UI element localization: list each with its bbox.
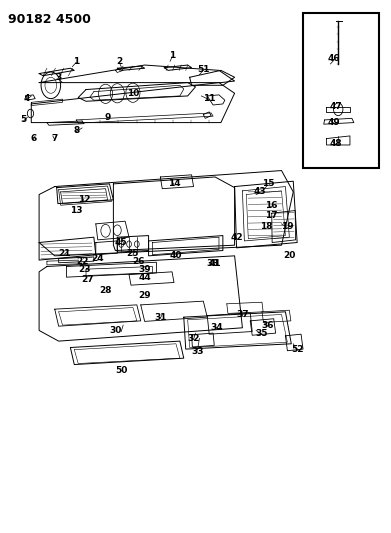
Text: 47: 47: [330, 102, 343, 111]
Text: 42: 42: [230, 233, 243, 241]
Text: 25: 25: [127, 249, 139, 257]
Text: 38: 38: [207, 260, 219, 268]
Bar: [303, 13, 379, 168]
Text: 90182 4500: 90182 4500: [8, 13, 91, 26]
Text: 1: 1: [73, 57, 79, 66]
Text: 18: 18: [260, 222, 272, 231]
Text: 12: 12: [78, 196, 90, 204]
Text: 2: 2: [116, 57, 122, 66]
Text: 31: 31: [154, 313, 167, 321]
Text: 7: 7: [52, 134, 58, 143]
Text: 17: 17: [265, 212, 278, 220]
Text: 34: 34: [211, 324, 223, 332]
Text: 3: 3: [56, 73, 62, 82]
Text: 36: 36: [262, 321, 274, 329]
Text: 35: 35: [256, 329, 268, 337]
Text: 23: 23: [78, 265, 90, 273]
Text: 1: 1: [169, 52, 175, 60]
Text: 41: 41: [209, 260, 221, 268]
Text: 19: 19: [281, 222, 294, 231]
Text: 4: 4: [23, 94, 30, 103]
Text: 26: 26: [133, 257, 145, 265]
Text: 13: 13: [70, 206, 83, 215]
Text: 22: 22: [76, 257, 88, 265]
Text: 40: 40: [170, 252, 182, 260]
Text: 6: 6: [30, 134, 36, 143]
Text: 43: 43: [254, 188, 266, 196]
Text: 8: 8: [73, 126, 79, 135]
Text: 30: 30: [109, 326, 122, 335]
Text: 32: 32: [187, 334, 200, 343]
Text: 51: 51: [197, 65, 210, 74]
Text: 33: 33: [191, 348, 204, 356]
Text: 37: 37: [236, 310, 249, 319]
Text: 9: 9: [104, 113, 111, 122]
Text: 50: 50: [115, 366, 127, 375]
Text: 48: 48: [330, 140, 343, 148]
Text: 27: 27: [82, 276, 94, 284]
Text: 10: 10: [127, 89, 139, 98]
Text: 5: 5: [20, 116, 27, 124]
Text: 44: 44: [138, 273, 151, 281]
Text: 16: 16: [265, 201, 278, 209]
Text: 28: 28: [99, 286, 112, 295]
Text: 46: 46: [328, 54, 341, 63]
Text: 21: 21: [58, 249, 71, 257]
Text: 29: 29: [138, 292, 151, 300]
Text: 39: 39: [138, 265, 151, 273]
Text: 14: 14: [168, 180, 180, 188]
Text: 49: 49: [328, 118, 341, 127]
Text: 52: 52: [291, 345, 303, 353]
Text: 20: 20: [283, 252, 296, 260]
Text: 11: 11: [203, 94, 215, 103]
Text: 15: 15: [262, 180, 274, 188]
Text: 24: 24: [91, 254, 104, 263]
Text: 45: 45: [115, 238, 127, 247]
